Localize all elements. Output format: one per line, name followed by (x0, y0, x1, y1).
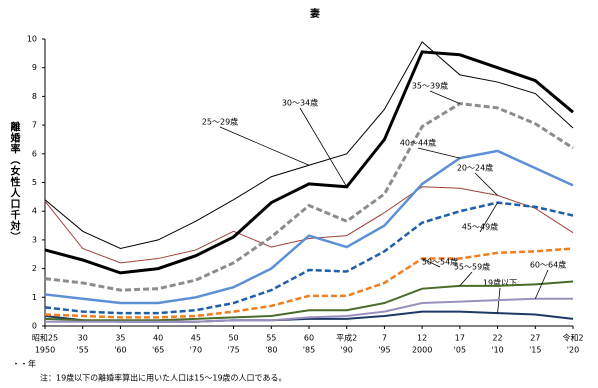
series-line (44, 201, 574, 315)
series-label: 60～64歳 (530, 260, 566, 270)
label-arrow (459, 271, 473, 287)
x-tick-label: 令和2 (562, 333, 583, 343)
x-tick-label-western: '90 (341, 346, 353, 355)
series-label: 30～34歳 (282, 98, 318, 108)
series-line (44, 149, 574, 305)
series-line (44, 186, 574, 264)
y-tick-label: 6 (32, 149, 37, 158)
x-tick-label-western: '85 (303, 346, 315, 355)
label-arrow (534, 269, 549, 299)
x-tick-label-western: '80 (265, 346, 277, 355)
x-tick-label: 22 (492, 334, 502, 343)
y-tick-label: 1 (32, 293, 37, 302)
series-label: 35～39歳 (412, 81, 448, 91)
series-line (45, 297, 573, 323)
x-tick-label: 45 (191, 334, 201, 343)
x-tick-label: 40 (153, 334, 163, 343)
x-tick-label: 35 (115, 334, 125, 343)
x-tick-label: 50 (228, 334, 238, 343)
x-tick-label-western: '20 (567, 346, 579, 355)
x-tick-label: 55 (266, 334, 276, 343)
x-tick-label: 平成2 (336, 333, 357, 343)
note: 注：19歳以下の離婚率算出に用いた人口は15～19歳の人口である。 (40, 373, 286, 383)
x-tick-label: 27 (530, 334, 540, 343)
y-axis-label: 離婚率（女性人口千対） (8, 120, 21, 242)
label-arrow (421, 258, 441, 268)
x-tick-label: 12 (417, 334, 427, 343)
x-tick-label-western: '05 (454, 346, 466, 355)
chart-title: 妻 (310, 7, 320, 20)
y-tick-label: 0 (32, 322, 37, 331)
series-line (44, 41, 574, 250)
series-label: 20～24歳 (457, 163, 493, 173)
y-tick-label: 2 (32, 264, 37, 273)
series-label: 50～54歳 (422, 257, 458, 267)
series-line (44, 280, 574, 322)
x-tick-label-western: 1950 (35, 346, 55, 355)
label-arrow (474, 172, 498, 196)
x-tick-label-western: '95 (378, 346, 390, 355)
x-tick-label-western: '60 (114, 346, 126, 355)
y-tick-label: 4 (32, 207, 37, 216)
y-tick-label: 7 (32, 121, 37, 130)
series-label: 45～49歳 (462, 222, 498, 232)
x-tick-label: 60 (304, 334, 314, 343)
x-tick-label-western: '15 (529, 346, 541, 355)
label-arrow (219, 126, 310, 166)
series-line (44, 247, 574, 319)
series-label: 55～59歳 (454, 262, 490, 272)
x-tick-label-western: '75 (227, 346, 239, 355)
x-unit-label: ・・年 (12, 359, 36, 369)
series-line (44, 102, 574, 292)
x-tick-label: 30 (78, 334, 88, 343)
series-label: 25～29歳 (202, 117, 238, 127)
label-arrow (299, 107, 348, 188)
label-arrow (417, 147, 460, 159)
x-tick-label: 17 (455, 334, 465, 343)
label-arrow (479, 202, 498, 233)
label-arrow (429, 90, 461, 104)
x-tick-label-western: '70 (190, 346, 202, 355)
x-tick-label-western: '65 (152, 346, 164, 355)
x-tick-label-western: '10 (491, 346, 503, 355)
y-tick-label: 8 (32, 92, 37, 101)
x-tick-label: 昭和25 (32, 334, 58, 343)
y-tick-label: 10 (27, 35, 37, 44)
x-tick-label: 7 (382, 334, 387, 343)
y-tick-label: 3 (32, 235, 37, 244)
series-label: 40～44歳 (400, 138, 436, 148)
x-tick-label-western: 2000 (412, 346, 432, 355)
y-tick-label: 9 (32, 63, 37, 72)
y-tick-label: 5 (32, 178, 37, 187)
series-line (44, 50, 574, 275)
series-label: 19歳以下 (483, 278, 517, 288)
x-tick-label-western: '55 (77, 346, 89, 355)
